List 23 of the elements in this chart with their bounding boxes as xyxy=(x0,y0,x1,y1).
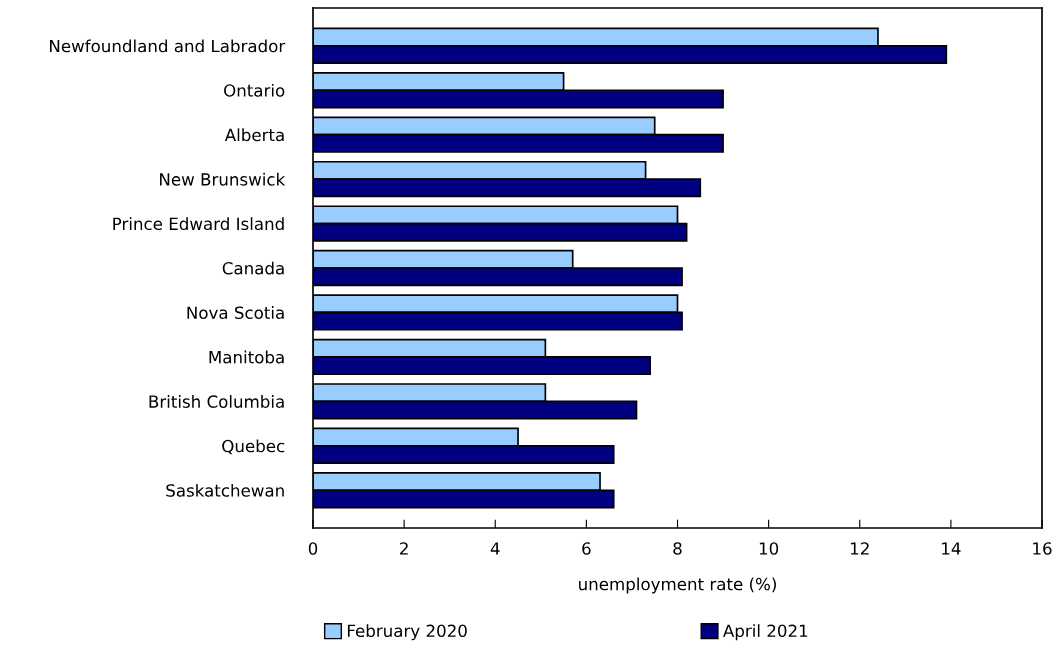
y-tick-label: Quebec xyxy=(222,439,285,455)
y-tick-label: Ontario xyxy=(224,83,285,97)
y-tick-label: British Columbia xyxy=(149,395,284,408)
y-tick-label: Newfoundland and Labrador xyxy=(50,39,286,53)
x-tick-label: 6 xyxy=(582,542,591,555)
x-tick-label: 0 xyxy=(308,542,318,555)
legend-label: April 2021 xyxy=(723,624,808,641)
x-tick-label: 12 xyxy=(850,542,869,555)
x-tick-label: 2 xyxy=(400,542,408,555)
y-tick-label: Manitoba xyxy=(209,350,284,364)
x-tick-label: 8 xyxy=(673,542,682,555)
x-tick-label: 10 xyxy=(759,542,779,555)
y-tick-label: New Brunswick xyxy=(160,172,286,186)
x-axis-title: unemployment rate (%) xyxy=(579,577,776,594)
y-tick-label: Canada xyxy=(222,261,284,275)
y-tick-label: Saskatchewan xyxy=(166,483,284,497)
legend-label: February 2020 xyxy=(347,624,467,641)
x-tick-label: 16 xyxy=(1033,542,1052,555)
y-tick-label: Alberta xyxy=(224,128,284,142)
y-tick-label: Prince Edward Island xyxy=(113,217,284,231)
x-tick-label: 14 xyxy=(942,542,961,555)
y-tick-label: Nova Scotia xyxy=(187,306,284,320)
x-tick-label: 4 xyxy=(490,542,500,555)
